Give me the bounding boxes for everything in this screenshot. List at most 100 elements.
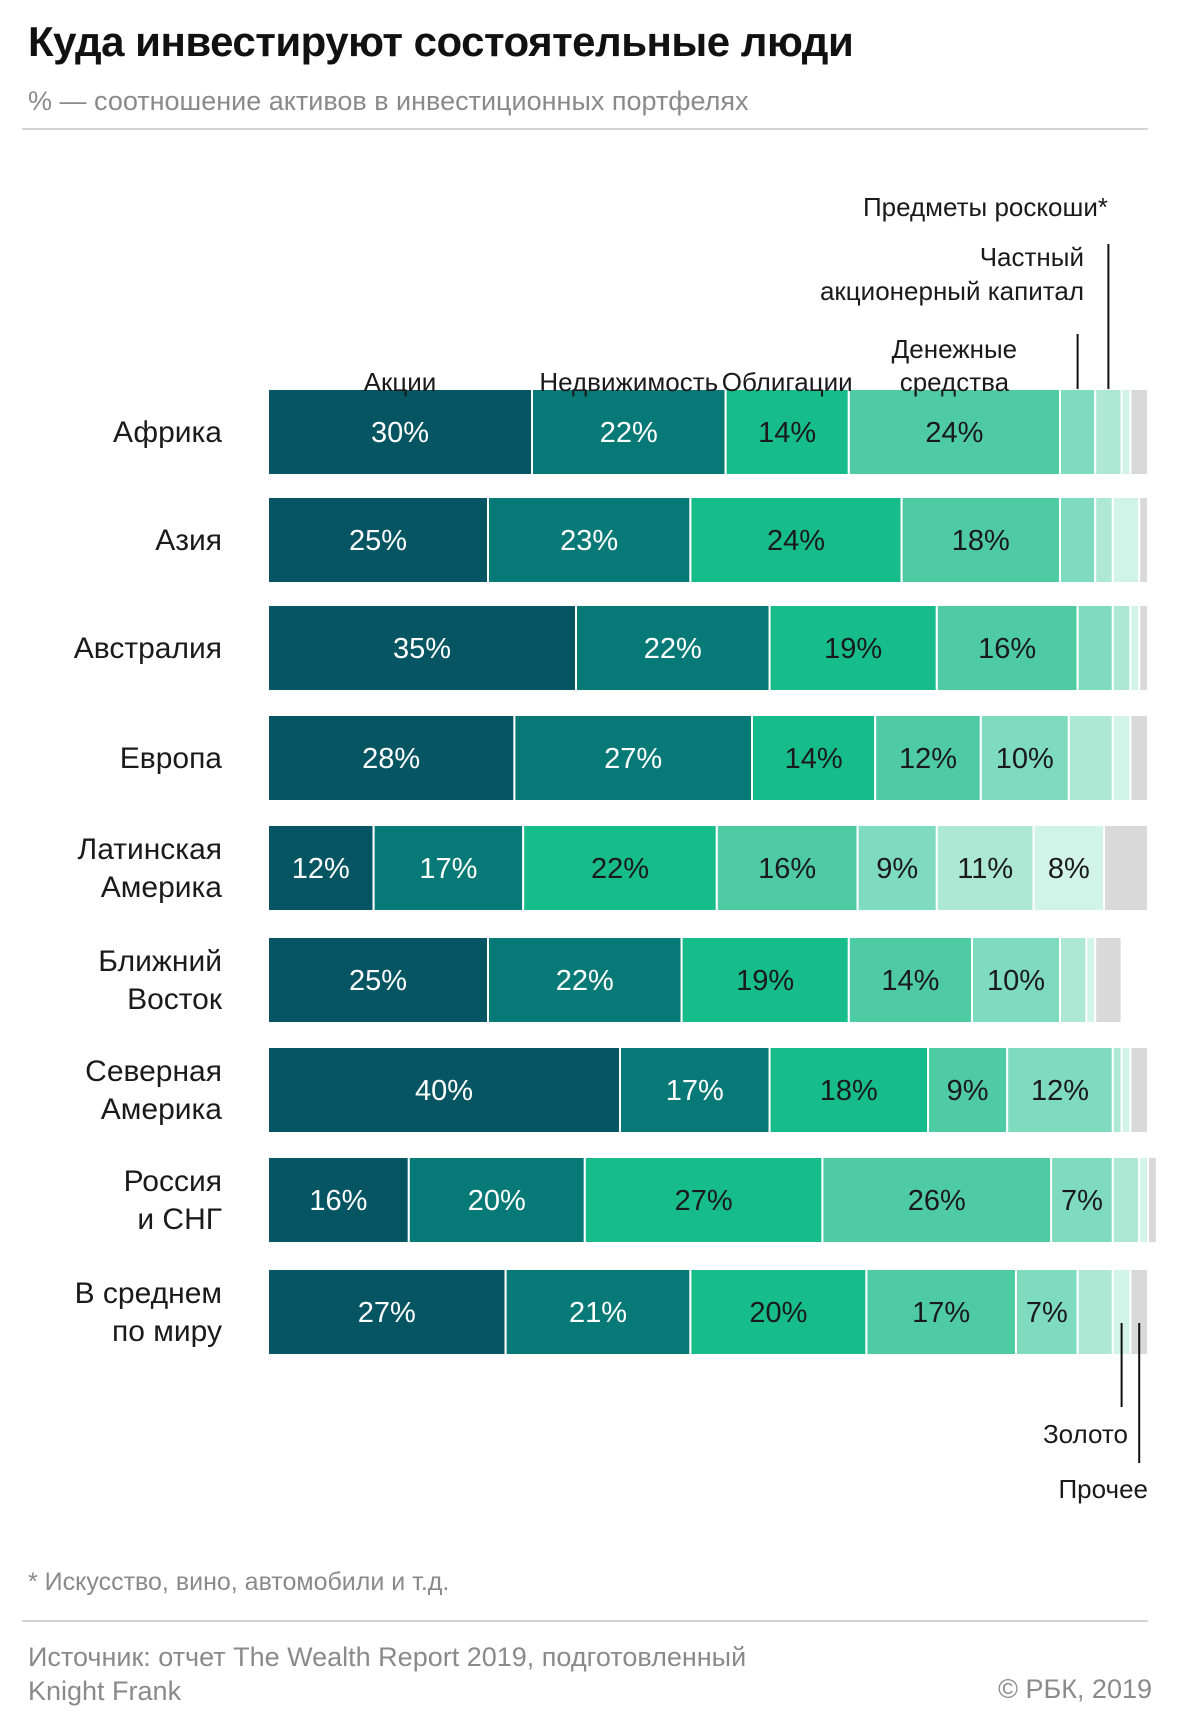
legend-label: средства bbox=[900, 367, 1010, 397]
bar-segment bbox=[821, 1156, 1053, 1244]
category-label: В среднем bbox=[75, 1277, 222, 1310]
bar-segment bbox=[1103, 824, 1149, 912]
data-label: 27% bbox=[358, 1297, 416, 1329]
bar-segment bbox=[900, 496, 1061, 584]
bar-segment bbox=[768, 1046, 929, 1134]
data-label: 12% bbox=[899, 743, 957, 775]
bar-segment bbox=[267, 496, 489, 584]
bar-segment bbox=[971, 936, 1061, 1024]
bar-segment bbox=[267, 1046, 621, 1134]
data-label: 28% bbox=[362, 743, 420, 775]
header-divider bbox=[22, 128, 1148, 130]
bar-segment bbox=[1120, 388, 1132, 476]
stacked-bar-chart: 30% 22% 14% 24% Африка 25% 23% 24% 18% Азия 35% 22%… bbox=[74, 192, 1158, 1504]
copyright: © РБК, 2019 bbox=[998, 1674, 1152, 1704]
legend-label: акционерный капитал bbox=[820, 276, 1084, 306]
category-label: Америка bbox=[101, 1093, 223, 1126]
bar-segment bbox=[487, 936, 683, 1024]
bar-segment bbox=[1050, 1156, 1114, 1244]
bar-segment bbox=[583, 1156, 824, 1244]
legend-label: Частный bbox=[980, 242, 1084, 272]
data-label: 9% bbox=[876, 853, 918, 885]
data-label: 12% bbox=[1031, 1075, 1089, 1107]
data-label: 21% bbox=[569, 1297, 627, 1329]
footnote: * Искусство, вино, автомобили и т.д. bbox=[28, 1568, 450, 1596]
bar-segment bbox=[856, 824, 938, 912]
category-label: по миру bbox=[112, 1315, 222, 1348]
category-label: Африка bbox=[113, 416, 222, 449]
bar-segment bbox=[1059, 936, 1088, 1024]
chart-title: Куда инвестируют состоятельные люди bbox=[28, 18, 854, 65]
data-label: 9% bbox=[947, 1075, 989, 1107]
bar-segment bbox=[1129, 604, 1141, 692]
legend-label: Облигации bbox=[722, 367, 853, 397]
bar-segment bbox=[935, 824, 1035, 912]
bar-segment bbox=[1006, 1046, 1114, 1134]
data-label: 10% bbox=[987, 965, 1045, 997]
category-label: Восток bbox=[127, 983, 223, 1016]
bar-segment bbox=[1129, 714, 1150, 802]
source-note: Источник: отчет The Wealth Report 2019, … bbox=[28, 1640, 828, 1708]
data-label: 27% bbox=[604, 743, 662, 775]
bar-segment bbox=[267, 714, 516, 802]
bar-segment bbox=[1111, 1046, 1123, 1134]
bar-segment bbox=[865, 1268, 1018, 1356]
data-label: 17% bbox=[912, 1297, 970, 1329]
data-label: 11% bbox=[957, 853, 1013, 885]
bar-segment bbox=[1094, 388, 1123, 476]
bar-segment bbox=[715, 824, 859, 912]
bar-segment bbox=[1138, 1156, 1149, 1244]
data-label: 20% bbox=[468, 1185, 526, 1217]
bar-segment bbox=[267, 1268, 507, 1356]
data-label: 16% bbox=[758, 853, 816, 885]
legend-label: Золото bbox=[1043, 1419, 1128, 1449]
bar-segment bbox=[1085, 936, 1097, 1024]
data-label: 19% bbox=[736, 965, 794, 997]
category-label: Северная bbox=[85, 1055, 222, 1088]
legend-label: Недвижимость bbox=[539, 367, 718, 397]
category-label: Австралия bbox=[74, 632, 222, 665]
bar-segment bbox=[874, 714, 982, 802]
data-label: 22% bbox=[600, 417, 658, 449]
legend-label: Прочее bbox=[1058, 1474, 1148, 1504]
bar-segment bbox=[1138, 496, 1149, 584]
footer-divider bbox=[22, 1620, 1148, 1622]
data-label: 24% bbox=[925, 417, 983, 449]
bar-segment bbox=[1111, 1156, 1141, 1244]
bar-segment bbox=[372, 824, 525, 912]
bar-segment bbox=[768, 604, 938, 692]
data-label: 26% bbox=[908, 1185, 966, 1217]
bar-segment bbox=[487, 496, 692, 584]
data-label: 8% bbox=[1048, 853, 1090, 885]
bar-segment bbox=[1094, 496, 1114, 584]
bar-segment bbox=[1015, 1268, 1079, 1356]
data-label: 7% bbox=[1026, 1297, 1068, 1329]
bar-segment bbox=[1059, 388, 1097, 476]
bar-segment bbox=[1120, 1046, 1132, 1134]
data-label: 7% bbox=[1061, 1185, 1103, 1217]
data-label: 17% bbox=[419, 853, 477, 885]
bar-segment bbox=[1111, 496, 1141, 584]
data-label: 30% bbox=[371, 417, 429, 449]
data-label: 20% bbox=[749, 1297, 807, 1329]
data-label: 22% bbox=[591, 853, 649, 885]
data-label: 40% bbox=[415, 1075, 473, 1107]
data-label: 24% bbox=[767, 525, 825, 557]
bar-segment bbox=[513, 714, 754, 802]
data-label: 17% bbox=[666, 1075, 724, 1107]
data-label: 19% bbox=[824, 633, 882, 665]
data-label: 14% bbox=[785, 743, 843, 775]
bar-segment bbox=[1076, 604, 1114, 692]
source-line-1: Источник: отчет The Wealth Report 2019, … bbox=[28, 1642, 747, 1672]
legend-label: Предметы роскоши* bbox=[863, 192, 1108, 222]
bar-segment bbox=[1067, 714, 1114, 802]
category-label: и СНГ bbox=[137, 1203, 222, 1236]
bar-segment bbox=[575, 604, 771, 692]
bar-segment bbox=[531, 388, 727, 476]
data-label: 25% bbox=[349, 965, 407, 997]
bar-segment bbox=[724, 388, 850, 476]
data-label: 35% bbox=[393, 633, 451, 665]
bar-segment bbox=[522, 824, 718, 912]
data-label: 14% bbox=[881, 965, 939, 997]
chart-subtitle: % — соотношение активов в инвестиционных… bbox=[28, 86, 749, 116]
